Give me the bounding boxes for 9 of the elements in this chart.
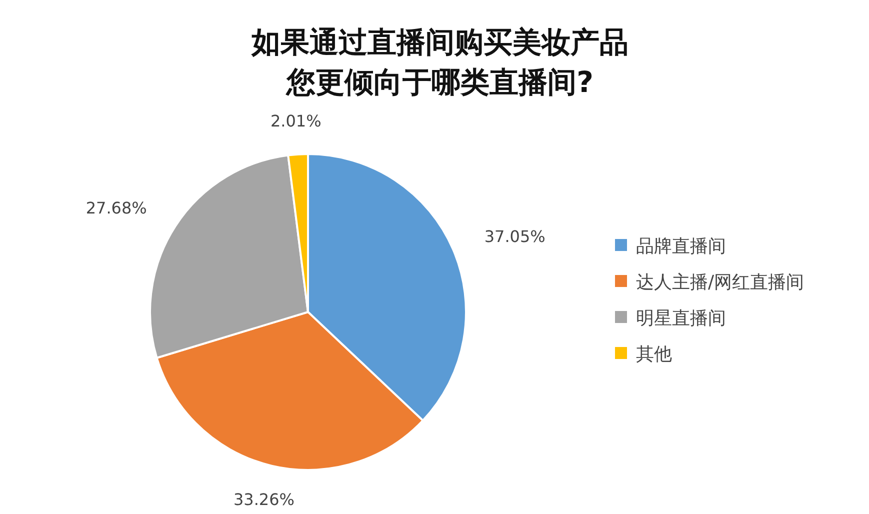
legend-label: 明星直播间 <box>636 308 726 329</box>
legend-label: 达人主播/网红直播间 <box>636 272 804 293</box>
data-label: 33.26% <box>233 490 295 509</box>
chart-title: 如果通过直播间购买美妆产品您更倾向于哪类直播间? <box>250 25 628 99</box>
data-label: 27.68% <box>86 198 147 218</box>
data-label: 37.05% <box>484 227 546 246</box>
data-label: 2.01% <box>270 111 322 130</box>
legend-label: 品牌直播间 <box>636 236 726 257</box>
legend-label: 其他 <box>636 344 672 365</box>
